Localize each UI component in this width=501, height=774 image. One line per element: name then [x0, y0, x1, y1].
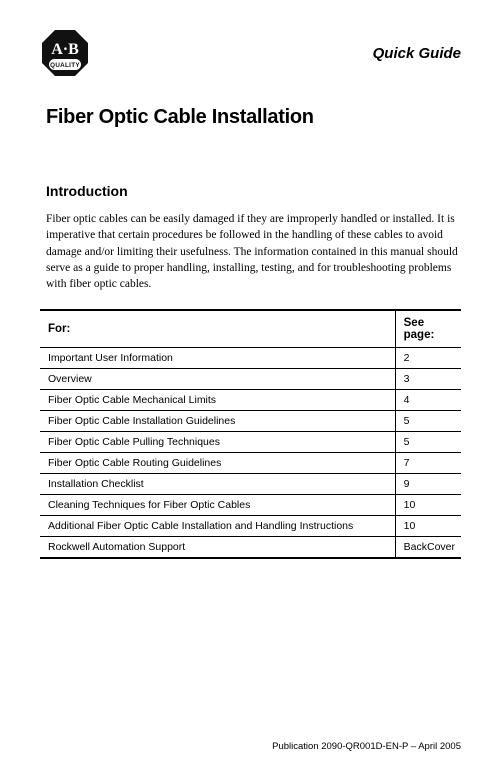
cell-page: BackCover	[395, 536, 461, 558]
doc-type-label: Quick Guide	[373, 45, 461, 62]
cell-page: 5	[395, 431, 461, 452]
cell-page: 5	[395, 410, 461, 431]
page-header: A·B QUALITY Quick Guide	[40, 28, 461, 78]
table-row: Fiber Optic Cable Mechanical Limits4	[40, 389, 461, 410]
ab-quality-logo: A·B QUALITY	[40, 28, 90, 78]
toc-table: For: See page: Important User Informatio…	[40, 309, 461, 559]
col-header-for: For:	[40, 310, 395, 348]
cell-topic: Additional Fiber Optic Cable Installatio…	[40, 515, 395, 536]
page-title: Fiber Optic Cable Installation	[46, 106, 461, 129]
cell-page: 10	[395, 515, 461, 536]
cell-topic: Overview	[40, 368, 395, 389]
publication-footer: Publication 2090-QR001D-EN-P – April 200…	[272, 741, 461, 752]
intro-paragraph: Fiber optic cables can be easily damaged…	[46, 211, 459, 293]
table-header-row: For: See page:	[40, 310, 461, 348]
cell-page: 3	[395, 368, 461, 389]
table-row: Installation Checklist9	[40, 473, 461, 494]
logo-text-top: A·B	[51, 41, 79, 58]
cell-topic: Rockwell Automation Support	[40, 536, 395, 558]
table-row: Rockwell Automation SupportBackCover	[40, 536, 461, 558]
section-heading: Introduction	[46, 183, 461, 199]
col-header-page: See page:	[395, 310, 461, 348]
cell-topic: Important User Information	[40, 347, 395, 368]
table-row: Overview3	[40, 368, 461, 389]
table-row: Additional Fiber Optic Cable Installatio…	[40, 515, 461, 536]
table-row: Fiber Optic Cable Routing Guidelines7	[40, 452, 461, 473]
table-row: Fiber Optic Cable Installation Guideline…	[40, 410, 461, 431]
cell-page: 10	[395, 494, 461, 515]
logo-text-bottom: QUALITY	[50, 62, 80, 69]
cell-page: 7	[395, 452, 461, 473]
cell-topic: Fiber Optic Cable Installation Guideline…	[40, 410, 395, 431]
cell-page: 2	[395, 347, 461, 368]
table-body: Important User Information2Overview3Fibe…	[40, 347, 461, 558]
table-row: Cleaning Techniques for Fiber Optic Cabl…	[40, 494, 461, 515]
cell-page: 4	[395, 389, 461, 410]
cell-page: 9	[395, 473, 461, 494]
cell-topic: Fiber Optic Cable Routing Guidelines	[40, 452, 395, 473]
cell-topic: Cleaning Techniques for Fiber Optic Cabl…	[40, 494, 395, 515]
table-row: Important User Information2	[40, 347, 461, 368]
cell-topic: Fiber Optic Cable Pulling Techniques	[40, 431, 395, 452]
cell-topic: Fiber Optic Cable Mechanical Limits	[40, 389, 395, 410]
page: A·B QUALITY Quick Guide Fiber Optic Cabl…	[0, 0, 501, 774]
table-row: Fiber Optic Cable Pulling Techniques5	[40, 431, 461, 452]
cell-topic: Installation Checklist	[40, 473, 395, 494]
